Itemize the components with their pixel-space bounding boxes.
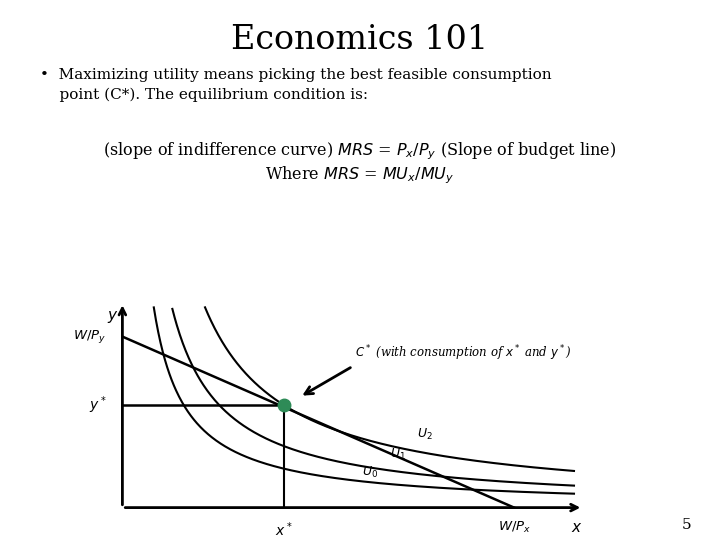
Text: Where $\mathit{MRS}$ = $\mathit{MU}_x/\mathit{MU}_y$: Where $\mathit{MRS}$ = $\mathit{MU}_x/\m… [266, 165, 454, 186]
Text: $U_0$: $U_0$ [362, 465, 378, 480]
Text: 5: 5 [682, 518, 691, 532]
Text: $U_2$: $U_2$ [418, 427, 433, 442]
Text: $x$: $x$ [570, 521, 582, 535]
Text: •  Maximizing utility means picking the best feasible consumption
    point (C*): • Maximizing utility means picking the b… [40, 68, 552, 102]
Text: Economics 101: Economics 101 [231, 24, 489, 56]
Text: $U_1$: $U_1$ [390, 447, 405, 462]
Text: $y^*$: $y^*$ [89, 394, 107, 416]
Text: (slope of indifference curve) $\mathit{MRS}$ = $\mathit{P}_x/\mathit{P}_y$ (Slop: (slope of indifference curve) $\mathit{M… [103, 140, 617, 162]
Text: $W/P_y$: $W/P_y$ [73, 328, 107, 345]
Text: $C^*$ (with consumption of $x^*$ and $y^*$): $C^*$ (with consumption of $x^*$ and $y^… [355, 343, 572, 363]
Text: $x^*$: $x^*$ [275, 520, 292, 539]
Text: $W/P_x$: $W/P_x$ [498, 520, 531, 535]
Text: $y$: $y$ [107, 309, 119, 325]
